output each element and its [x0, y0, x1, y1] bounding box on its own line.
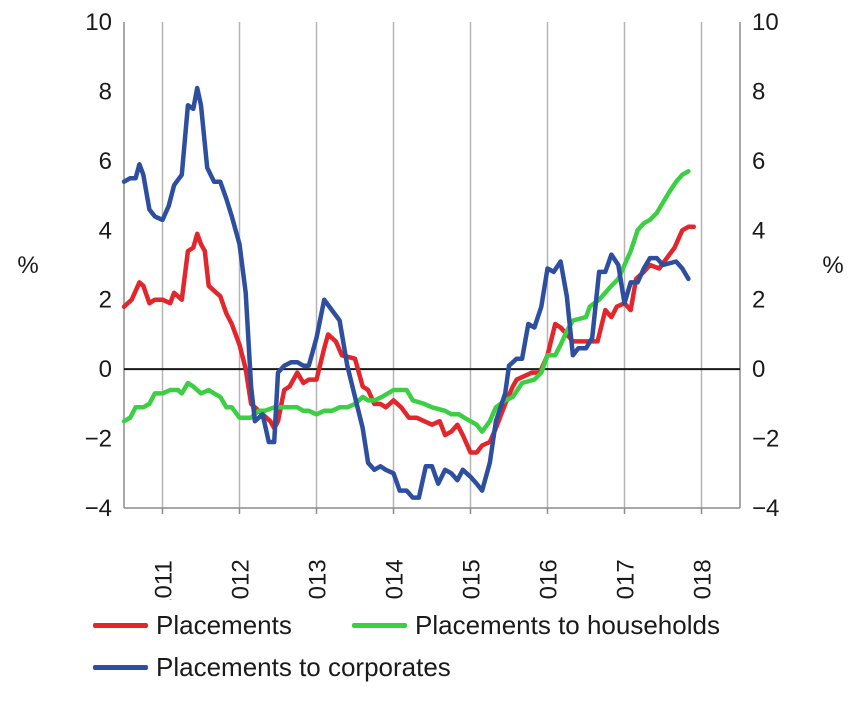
y-tick-label-left: 8: [99, 78, 112, 105]
y-tick-label-left: 0: [99, 356, 112, 383]
y-tick-label-right: 10: [752, 9, 779, 36]
x-tick-label: 2016: [536, 559, 563, 600]
legend-label-placements: Placements: [156, 610, 292, 640]
x-tick-label: 2011: [151, 560, 178, 600]
line-chart: 10 8 6 4 2 0 −2 −4 10 8 6 4 2 0 −2 −4 2011 2012 2013 2014…: [17, 9, 843, 600]
legend-swatch-households: [352, 623, 407, 628]
legend-item-placements: Placements: [93, 610, 292, 641]
y-tick-label-left: 2: [99, 287, 112, 314]
right-axis-unit-label: %: [822, 252, 843, 279]
legend-swatch-corporates: [93, 665, 148, 670]
x-tick-label: 2014: [382, 559, 409, 600]
left-y-axis: 10 8 6 4 2 0 −2 −4: [85, 9, 112, 522]
chart-legend: Placements Placements to households Plac…: [0, 606, 864, 706]
x-tick-label: 2013: [305, 559, 332, 600]
series-line-3: [121, 85, 691, 500]
x-tick-label: 2017: [613, 559, 640, 600]
x-tick-label: 2012: [228, 559, 255, 600]
y-tick-label-left: 6: [99, 148, 112, 175]
x-tick-label: 2018: [690, 559, 717, 600]
y-tick-label-right: 4: [752, 217, 765, 244]
y-tick-label-right: 6: [752, 148, 765, 175]
y-tick-label-right: −4: [752, 495, 779, 522]
y-tick-label-left: −2: [85, 426, 112, 453]
y-tick-label-left: 4: [99, 217, 112, 244]
series-lines: [121, 85, 697, 500]
y-tick-label-right: 2: [752, 287, 765, 314]
x-axis-ticks: [161, 508, 703, 514]
grid-lines: [123, 22, 741, 508]
y-tick-label-right: 0: [752, 356, 765, 383]
legend-swatch-placements: [93, 623, 148, 628]
y-tick-label-right: −2: [752, 426, 779, 453]
legend-item-households: Placements to households: [352, 610, 720, 641]
x-tick-label: 2015: [459, 559, 486, 600]
y-tick-label-left: 10: [85, 9, 112, 36]
x-axis-year-labels: 2011 2012 2013 2014 2015 2016 2017 2018: [151, 559, 717, 600]
y-tick-label-left: −4: [85, 495, 112, 522]
legend-label-households: Placements to households: [415, 610, 720, 640]
y-tick-label-right: 8: [752, 78, 765, 105]
right-y-axis: 10 8 6 4 2 0 −2 −4: [752, 9, 779, 522]
legend-item-corporates: Placements to corporates: [93, 652, 451, 683]
series-line-2: [121, 169, 691, 434]
left-axis-unit-label: %: [17, 252, 38, 279]
legend-label-corporates: Placements to corporates: [156, 652, 451, 682]
series-line-1: [121, 224, 697, 455]
